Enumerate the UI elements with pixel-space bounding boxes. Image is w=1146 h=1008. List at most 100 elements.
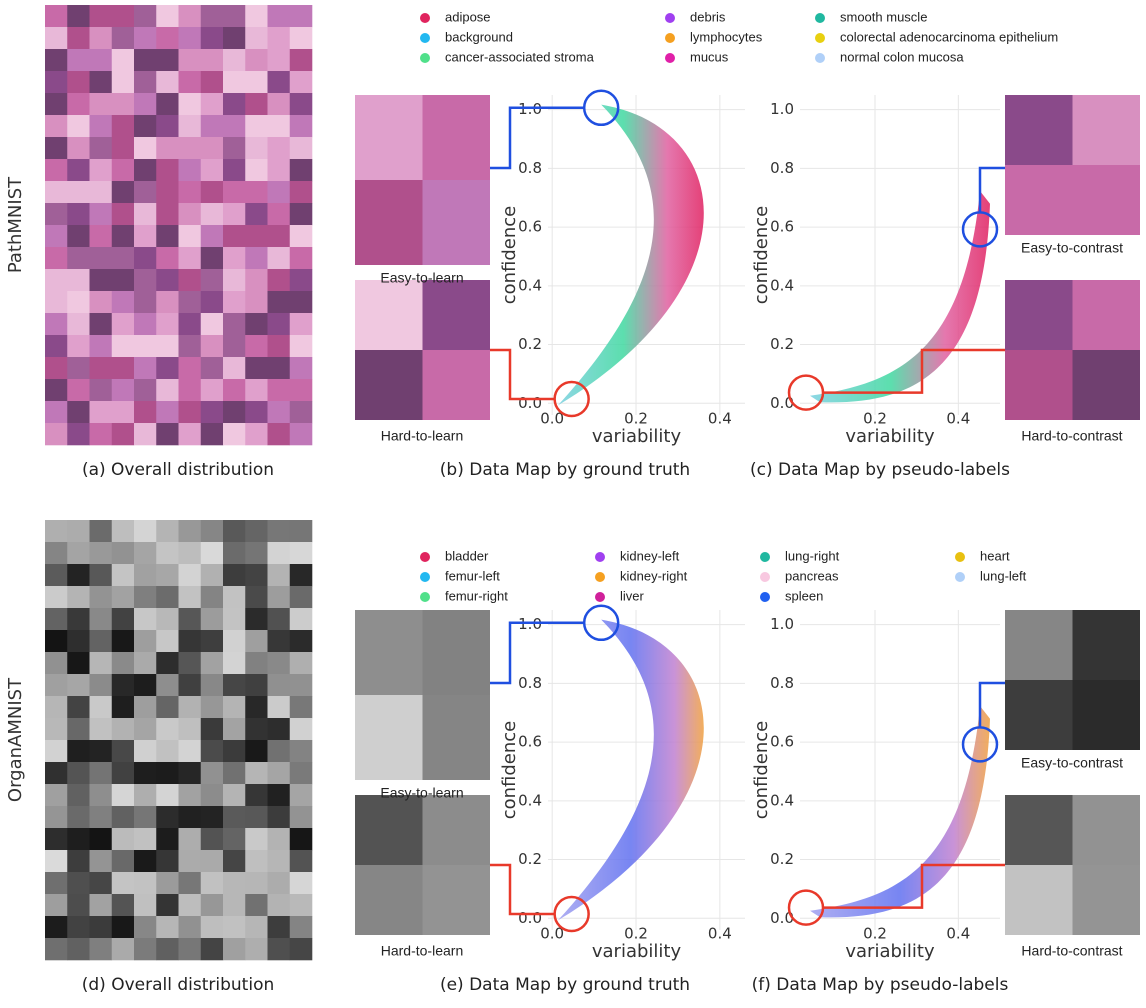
mosaic-tile — [156, 225, 179, 248]
image-tile — [1072, 350, 1140, 420]
y-tick-label: 0.2 — [518, 335, 542, 353]
image-tile — [355, 280, 423, 350]
legend-marker — [815, 13, 825, 23]
mosaic-tile — [267, 225, 291, 248]
tile-label: Easy-to-learn — [380, 785, 463, 801]
mosaic-tile — [200, 93, 224, 116]
legend-label: lung-left — [980, 568, 1027, 583]
image-tile — [422, 610, 490, 695]
mosaic-tile — [200, 401, 224, 424]
mosaic-tile — [134, 564, 157, 587]
y-tick-label: 0.6 — [518, 218, 542, 236]
mosaic-tile — [156, 520, 179, 543]
mosaic-tile — [200, 379, 224, 402]
mosaic-tile — [200, 423, 224, 446]
mosaic-tile — [289, 269, 313, 292]
mosaic-tile — [245, 718, 268, 741]
mosaic-tile — [245, 291, 268, 314]
mosaic-tile — [67, 938, 90, 961]
legend-marker — [420, 13, 430, 23]
mosaic-tile — [178, 137, 202, 160]
mosaic-tile — [245, 5, 268, 28]
mosaic-tile — [178, 247, 202, 270]
x-tick-label: 0.4 — [946, 410, 970, 428]
mosaic-tile — [45, 291, 68, 314]
mosaic-tile — [134, 115, 157, 138]
mosaic-tile — [111, 674, 135, 697]
mosaic-tile — [89, 401, 113, 424]
mosaic-tile — [289, 401, 313, 424]
mosaic-tile — [89, 71, 113, 94]
caption: (a) Overall distribution — [82, 460, 274, 480]
mosaic-tile — [267, 203, 291, 226]
legend-label: smooth muscle — [840, 9, 927, 24]
mosaic-tile — [67, 269, 90, 292]
mosaic-tile — [267, 423, 291, 446]
mosaic-tile — [156, 828, 179, 851]
image-tile — [1005, 680, 1073, 750]
mosaic-tile — [45, 181, 68, 204]
y-tick-label: 0.2 — [518, 850, 542, 868]
y-tick-label: 0.4 — [770, 276, 794, 294]
mosaic-tile — [67, 203, 90, 226]
mosaic-tile — [111, 291, 135, 314]
mosaic-tile — [245, 335, 268, 358]
mosaic-tile — [156, 379, 179, 402]
mosaic-tile — [245, 784, 268, 807]
mosaic-tile — [67, 916, 90, 939]
mosaic-tile — [200, 27, 224, 50]
image-tile — [355, 610, 423, 695]
mosaic-tile — [200, 586, 224, 609]
legend-marker — [665, 53, 675, 63]
mosaic-tile — [45, 806, 68, 829]
mosaic-tile — [267, 520, 291, 543]
mosaic-tile — [289, 806, 313, 829]
mosaic-tile — [156, 564, 179, 587]
connector — [823, 863, 1005, 909]
mosaic-tile — [89, 828, 113, 851]
y-tick-label: 0.4 — [518, 276, 542, 294]
legend-marker — [420, 552, 430, 562]
mosaic-tile — [134, 247, 157, 270]
mosaic-tile — [178, 225, 202, 248]
mosaic-tile — [156, 313, 179, 336]
y-tick-label: 1.0 — [518, 100, 542, 118]
mosaic-tile — [200, 894, 224, 917]
legend-marker — [595, 552, 605, 562]
mosaic-tile — [267, 71, 291, 94]
mosaic-tile — [267, 115, 291, 138]
mosaic-tile — [67, 247, 90, 270]
y-tick-label: 0.8 — [770, 674, 794, 692]
mosaic-tile — [245, 894, 268, 917]
mosaic-tile — [45, 335, 68, 358]
mosaic-tile — [223, 784, 246, 807]
y-tick-label: 1.0 — [770, 615, 794, 633]
mosaic-tile — [89, 630, 113, 653]
legend-label: normal colon mucosa — [840, 49, 964, 64]
mosaic-tile — [223, 423, 246, 446]
mosaic-tile — [223, 740, 246, 763]
mosaic-tile — [178, 850, 202, 873]
mosaic-tile — [289, 247, 313, 270]
mosaic-tile — [89, 269, 113, 292]
tile-label: Easy-to-learn — [380, 270, 463, 286]
image-tile — [355, 180, 423, 265]
y-tick-label: 0.0 — [770, 394, 794, 412]
x-tick-label: 0.4 — [708, 410, 732, 428]
mosaic-tile — [267, 49, 291, 72]
mosaic-tile — [134, 718, 157, 741]
mosaic-tile — [245, 379, 268, 402]
mosaic-tile — [245, 542, 268, 565]
mosaic-tile — [45, 762, 68, 785]
mosaic-tile — [111, 247, 135, 270]
tile-label: Hard-to-learn — [381, 428, 463, 444]
mosaic-tile — [89, 608, 113, 631]
mosaic-tile — [178, 652, 202, 675]
tile-label: Easy-to-contrast — [1021, 240, 1123, 256]
image-tile — [1072, 865, 1140, 935]
legend-label: heart — [980, 548, 1010, 563]
mosaic-tile — [200, 696, 224, 719]
image-tile — [1072, 680, 1140, 750]
mosaic-tile — [267, 630, 291, 653]
mosaic-tile — [89, 335, 113, 358]
